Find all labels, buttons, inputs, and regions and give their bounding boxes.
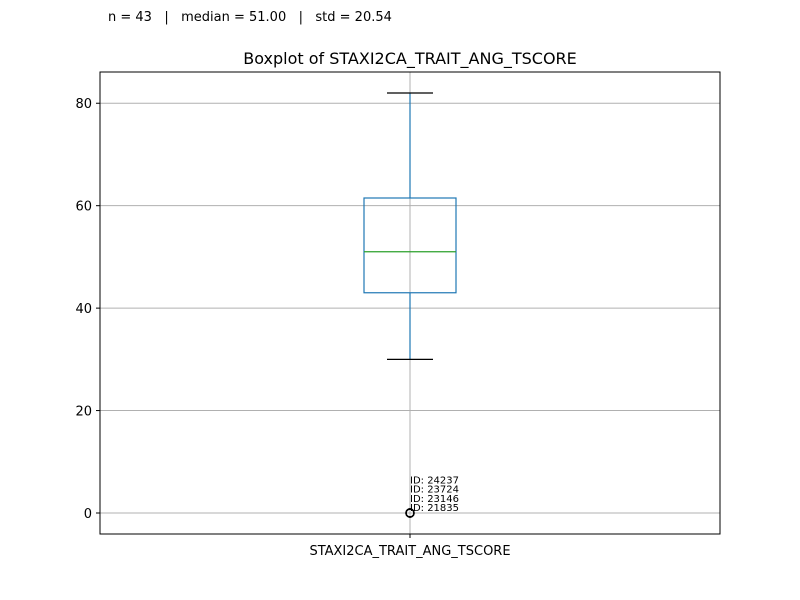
tick-layer: 0 20 40 60 80 STAXI2CA_TRAIT_ANG_TSCORE xyxy=(75,97,510,559)
y-tick-label: 80 xyxy=(75,97,92,112)
y-tick-label: 60 xyxy=(75,200,92,215)
outlier-point xyxy=(405,508,415,518)
y-tick-label: 0 xyxy=(84,507,92,522)
y-tick-label: 20 xyxy=(75,405,92,420)
y-tick-label: 40 xyxy=(75,302,92,317)
outlier-label: ID: 23146 xyxy=(410,494,459,505)
summary-stats-text: n = 43 | median = 51.00 | std = 20.54 xyxy=(108,10,392,25)
outlier-label: ID: 23724 xyxy=(410,485,459,496)
chart-title: Boxplot of STAXI2CA_TRAIT_ANG_TSCORE xyxy=(243,49,577,69)
outlier-label: ID: 24237 xyxy=(410,475,459,486)
iqr-box xyxy=(363,197,457,294)
outlier-label: ID: 21835 xyxy=(410,503,459,514)
x-tick-label: STAXI2CA_TRAIT_ANG_TSCORE xyxy=(309,544,510,559)
